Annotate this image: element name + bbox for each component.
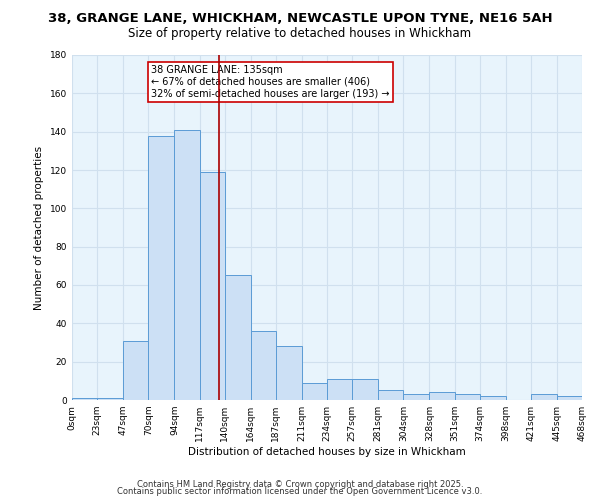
Text: 38, GRANGE LANE, WHICKHAM, NEWCASTLE UPON TYNE, NE16 5AH: 38, GRANGE LANE, WHICKHAM, NEWCASTLE UPO… (47, 12, 553, 26)
Bar (175, 130, 200, 400)
X-axis label: Distribution of detached houses by size in Whickham: Distribution of detached houses by size … (188, 447, 466, 457)
Bar (430, 392, 455, 400)
Text: Contains public sector information licensed under the Open Government Licence v3: Contains public sector information licen… (118, 488, 482, 496)
Bar (327, 379, 352, 400)
Bar (403, 394, 430, 400)
Text: Contains HM Land Registry data © Crown copyright and database right 2025.: Contains HM Land Registry data © Crown c… (137, 480, 463, 489)
Bar (531, 394, 557, 400)
Bar (557, 396, 582, 400)
Bar (302, 383, 327, 400)
Bar (72, 398, 97, 400)
Bar (378, 390, 403, 400)
Text: Size of property relative to detached houses in Whickham: Size of property relative to detached ho… (128, 28, 472, 40)
Bar (97, 398, 123, 400)
Y-axis label: Number of detached properties: Number of detached properties (34, 146, 44, 310)
Bar (123, 340, 148, 400)
Bar (148, 136, 175, 400)
Text: 38 GRANGE LANE: 135sqm
← 67% of detached houses are smaller (406)
32% of semi-de: 38 GRANGE LANE: 135sqm ← 67% of detached… (151, 66, 389, 98)
Bar (479, 396, 506, 400)
Bar (224, 276, 251, 400)
Bar (352, 379, 378, 400)
Bar (251, 331, 276, 400)
Bar (199, 172, 224, 400)
Bar (276, 346, 302, 400)
Bar (455, 394, 479, 400)
